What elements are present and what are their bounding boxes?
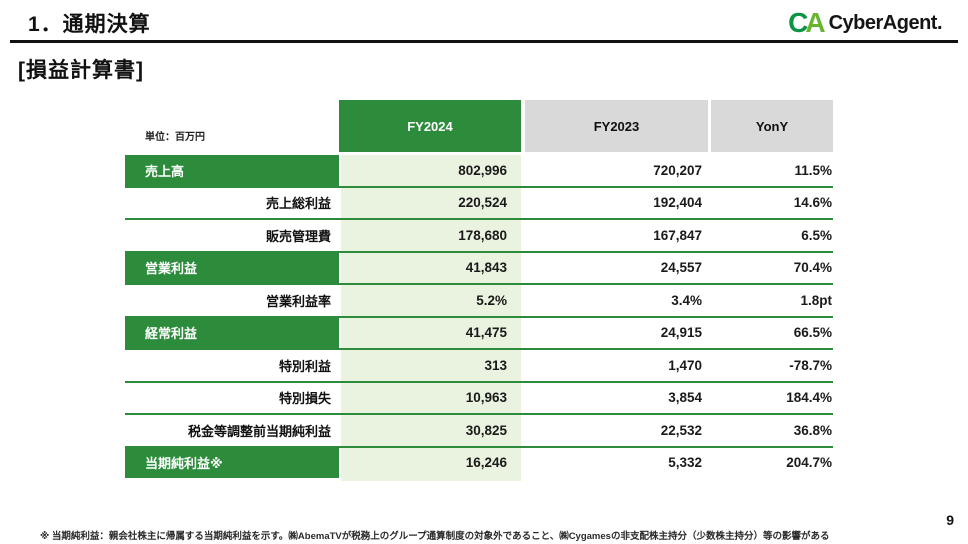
column-header-yony: YonY: [708, 100, 833, 152]
cell-yony: 66.5%: [708, 317, 833, 348]
cell-yony: 36.8%: [708, 415, 833, 446]
table-row: 売上高 802,996 720,207 11.5%: [125, 155, 833, 188]
cell-yony: 14.6%: [708, 187, 833, 218]
cell-fy2024: 16,246: [339, 447, 521, 478]
cell-fy2023: 24,915: [521, 317, 708, 348]
cell-yony: -78.7%: [708, 350, 833, 381]
cell-fy2024: 802,996: [339, 155, 521, 186]
cell-yony: 11.5%: [708, 155, 833, 186]
column-header-fy2023: FY2023: [521, 100, 708, 152]
row-label: 営業利益: [125, 252, 339, 283]
row-label: 経常利益: [125, 317, 339, 348]
cell-fy2024: 220,524: [339, 187, 521, 218]
table-row: 税金等調整前当期純利益 30,825 22,532 36.8%: [125, 415, 833, 448]
section-title: [損益計算書]: [18, 59, 144, 82]
cell-fy2024: 41,475: [339, 317, 521, 348]
page-title: 1．通期決算: [28, 13, 151, 36]
footnote: ※ 当期純利益：親会社株主に帰属する当期純利益を示す。㈱AbemaTVが税務上の…: [40, 531, 830, 542]
title-underline: [10, 40, 958, 43]
cell-yony: 184.4%: [708, 382, 833, 413]
cell-fy2024: 41,843: [339, 252, 521, 283]
cell-yony: 6.5%: [708, 220, 833, 251]
column-header-fy2024: FY2024: [339, 100, 521, 152]
cyberagent-logotype: CyberAgent.: [828, 11, 943, 34]
page-number: 9: [946, 512, 954, 528]
cell-yony: 70.4%: [708, 252, 833, 283]
cell-fy2023: 192,404: [521, 187, 708, 218]
profit-loss-table: 単位：百万円 FY2024 FY2023 YonY 売上高 802,996 72…: [125, 100, 833, 481]
row-label: 特別利益: [125, 350, 339, 381]
table-header-row: 単位：百万円 FY2024 FY2023 YonY: [125, 100, 833, 152]
cell-fy2023: 24,557: [521, 252, 708, 283]
cell-yony: 204.7%: [708, 447, 833, 478]
unit-label: 単位：百万円: [145, 132, 205, 143]
table-row: 営業利益率 5.2% 3.4% 1.8pt: [125, 285, 833, 318]
table-row: 営業利益 41,843 24,557 70.4%: [125, 252, 833, 285]
row-label: 当期純利益※: [125, 447, 339, 478]
cell-fy2024: 30,825: [339, 415, 521, 446]
cyberagent-logo: CA CyberAgent.: [788, 9, 942, 37]
fy2024-column-tail: [341, 478, 521, 481]
table-row: 特別利益 313 1,470 -78.7%: [125, 350, 833, 383]
table-header-spacer: 単位：百万円: [125, 100, 339, 152]
cell-yony: 1.8pt: [708, 285, 833, 316]
table-row: 売上総利益 220,524 192,404 14.6%: [125, 187, 833, 220]
cell-fy2023: 167,847: [521, 220, 708, 251]
row-label: 販売管理費: [125, 220, 339, 251]
table-row: 当期純利益※ 16,246 5,332 204.7%: [125, 447, 833, 478]
cell-fy2023: 22,532: [521, 415, 708, 446]
row-label: 売上総利益: [125, 187, 339, 218]
row-label: 特別損失: [125, 382, 339, 413]
cell-fy2023: 720,207: [521, 155, 708, 186]
cell-fy2024: 5.2%: [339, 285, 521, 316]
cell-fy2023: 3,854: [521, 382, 708, 413]
row-label: 営業利益率: [125, 285, 339, 316]
row-label: 売上高: [125, 155, 339, 186]
cell-fy2024: 178,680: [339, 220, 521, 251]
cell-fy2023: 1,470: [521, 350, 708, 381]
cell-fy2024: 313: [339, 350, 521, 381]
table-body: 売上高 802,996 720,207 11.5% 売上総利益 220,524 …: [125, 155, 833, 478]
table-row: 特別損失 10,963 3,854 184.4%: [125, 382, 833, 415]
cell-fy2023: 5,332: [521, 447, 708, 478]
cell-fy2024: 10,963: [339, 382, 521, 413]
table-row: 販売管理費 178,680 167,847 6.5%: [125, 220, 833, 253]
cyberagent-mark-icon: CA: [788, 7, 826, 38]
table-row: 経常利益 41,475 24,915 66.5%: [125, 317, 833, 350]
cell-fy2023: 3.4%: [521, 285, 708, 316]
row-label: 税金等調整前当期純利益: [125, 415, 339, 446]
